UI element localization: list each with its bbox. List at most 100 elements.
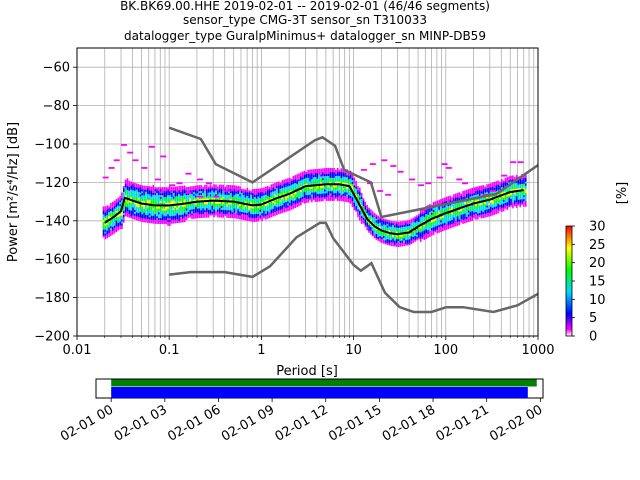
heatmap-cell (408, 219, 411, 223)
heatmap-cell (312, 190, 315, 193)
heatmap-cell (379, 239, 381, 242)
heatmap-cell (371, 228, 374, 231)
heatmap-cell (152, 221, 155, 224)
heatmap-cell (432, 207, 435, 211)
heatmap-cell (375, 216, 378, 219)
heatmap-cell (274, 192, 276, 195)
heatmap-cell (169, 185, 171, 188)
heatmap-cell (252, 202, 254, 205)
heatmap-cell (264, 190, 267, 193)
heatmap-cell (497, 180, 499, 183)
heatmap-cell (480, 212, 483, 215)
heatmap-cell (296, 191, 298, 194)
heatmap-cell (294, 201, 297, 205)
heatmap-cell (508, 189, 510, 193)
heatmap-cell (338, 173, 341, 176)
heatmap-cell (362, 215, 365, 218)
heatmap-cell (416, 219, 418, 222)
heatmap-cell (205, 207, 208, 210)
heatmap-cell (292, 200, 295, 204)
heatmap-cell (163, 192, 166, 196)
heatmap-cell (502, 182, 505, 185)
heatmap-cell (510, 179, 512, 182)
heatmap-cell (143, 218, 145, 221)
heatmap-cell (165, 221, 167, 224)
heatmap-cell (180, 193, 182, 196)
heatmap-cell (423, 233, 426, 237)
heatmap-cell (292, 187, 295, 190)
heatmap-cell (347, 181, 350, 184)
heatmap-cell (178, 195, 180, 198)
heatmap-cell (241, 209, 243, 213)
heatmap-cell (453, 207, 455, 210)
heatmap-cell (408, 233, 411, 236)
heatmap-cell (406, 239, 409, 242)
heatmap-cell (427, 233, 429, 236)
heatmap-cell (333, 189, 335, 192)
heatmap-cell (478, 191, 481, 194)
heatmap-cell (277, 192, 280, 196)
heatmap-cell (478, 197, 481, 200)
heatmap-cell (395, 231, 398, 234)
heatmap-cell (235, 197, 238, 200)
heatmap-cell (467, 200, 470, 203)
heatmap-cell (488, 185, 490, 188)
heatmap-cell (242, 200, 245, 203)
heatmap-cell (235, 185, 238, 188)
heatmap-cell (121, 226, 123, 230)
heatmap-cell (375, 231, 378, 235)
heatmap-cell (390, 220, 392, 224)
heatmap-cell (513, 184, 516, 187)
heatmap-cell (333, 175, 335, 178)
heatmap-cell (524, 185, 527, 188)
heatmap-cell (462, 213, 464, 217)
heatmap-cell (449, 216, 451, 219)
heatmap-cell (300, 185, 302, 189)
heatmap-cell (170, 221, 173, 224)
heatmap-cell (122, 214, 125, 217)
heatmap-cell (283, 202, 286, 205)
heatmap-cell (458, 194, 461, 197)
heatmap-cell (220, 215, 223, 218)
colorbar-tick-label: 15 (589, 275, 606, 290)
heatmap-cell (263, 195, 265, 198)
heatmap-cell (298, 186, 300, 189)
heatmap-cell (277, 206, 280, 209)
heatmap-cell (488, 183, 490, 186)
heatmap-cell (320, 180, 322, 183)
heatmap-cell (130, 189, 132, 192)
heatmap-cell (493, 203, 496, 206)
heatmap-cell (176, 205, 179, 208)
heatmap-cell (124, 194, 127, 198)
heatmap-cell (288, 200, 291, 203)
heatmap-cell (172, 213, 175, 216)
heatmap-cell (388, 225, 391, 229)
heatmap-cell (113, 231, 116, 234)
heatmap-cell (489, 200, 492, 203)
heatmap-cell (489, 212, 492, 215)
heatmap-cell (325, 171, 328, 175)
heatmap-cell (217, 201, 219, 204)
heatmap-cell (502, 207, 505, 210)
heatmap-cell (287, 207, 289, 210)
heatmap-cell (364, 220, 367, 224)
heatmap-cell (170, 217, 173, 220)
heatmap-cell (228, 196, 230, 199)
heatmap-cell (502, 209, 505, 212)
heatmap-cell (241, 196, 243, 199)
heatmap-cell (255, 188, 258, 191)
heatmap-cell (473, 216, 475, 219)
heatmap-cell (346, 190, 348, 193)
heatmap-cell (425, 229, 428, 232)
heatmap-cell (515, 176, 518, 180)
heatmap-cell (453, 221, 455, 224)
heatmap-cell (290, 180, 293, 183)
heatmap-cell (290, 205, 293, 208)
heatmap-cell (158, 192, 160, 196)
heatmap-cell (237, 186, 239, 189)
heatmap-cell (298, 192, 300, 195)
heatmap-cell (117, 220, 120, 223)
heatmap-cell (185, 204, 188, 207)
heatmap-cell (126, 199, 129, 202)
heatmap-cell (139, 211, 142, 214)
